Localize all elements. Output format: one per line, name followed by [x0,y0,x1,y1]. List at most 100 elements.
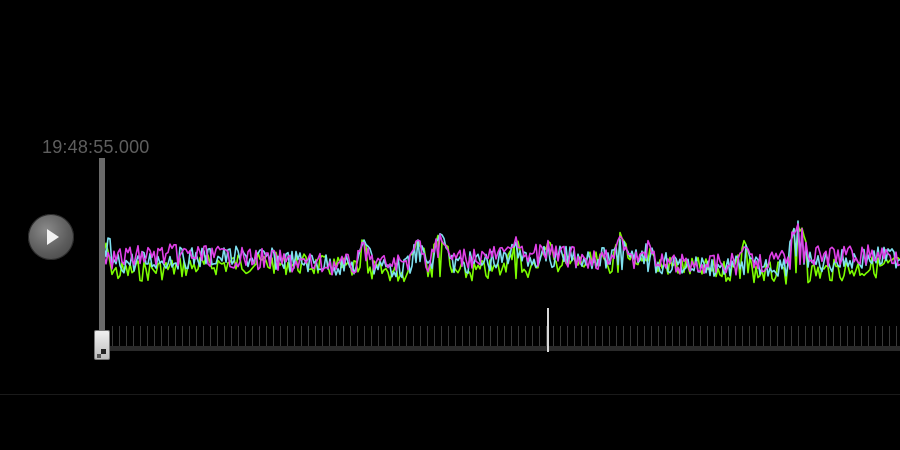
timeline-tick [483,326,484,346]
timeline-tick [287,326,288,346]
timeline-tick [350,326,351,346]
timeline-tick [819,326,820,346]
footer-strip [0,394,900,450]
timeline-tick [413,326,414,346]
timeline-tick [196,326,197,346]
timeline-tick [119,326,120,346]
timeline-baseline [108,346,900,351]
timeline-tick [308,326,309,346]
timeline-tick [364,326,365,346]
timeline-tick [532,326,533,346]
timeline-tick [896,326,897,346]
timeline-tick [231,326,232,346]
timeline-tick [560,326,561,346]
timeline-tick [672,326,673,346]
timeline-tick [854,326,855,346]
signal-viewer: 19:48:55.000 [0,0,900,394]
timeline-tick [784,326,785,346]
timeline-tick [189,326,190,346]
timeline-tick [448,326,449,346]
timeline-tick [294,326,295,346]
timeline-tick [875,326,876,346]
timeline-tick [238,326,239,346]
timeline-tick [651,326,652,346]
timeline-tick [504,326,505,346]
timeline-tick [154,326,155,346]
timeline-tick [420,326,421,346]
timeline-tick [511,326,512,346]
timeline-tick [434,326,435,346]
timeline-tick [140,326,141,346]
timeline-tick [623,326,624,346]
timeline-tick [889,326,890,346]
play-button[interactable] [28,214,74,260]
timeline-tick [497,326,498,346]
timeline-tick [112,326,113,346]
timeline-tick [602,326,603,346]
timeline-tick [336,326,337,346]
timeline-tick [490,326,491,346]
waveform-channel-2 [103,220,900,279]
timeline-tick [175,326,176,346]
timeline-tick [182,326,183,346]
timeline-tick [721,326,722,346]
timeline-tick [749,326,750,346]
timeline-tick [868,326,869,346]
timeline-tick [735,326,736,346]
timeline-tick [329,326,330,346]
timeline-tick [665,326,666,346]
timeline-tick [469,326,470,346]
playhead-handle[interactable] [94,330,110,360]
timeline-marker [547,308,549,352]
timeline-tick [273,326,274,346]
timeline-tick [658,326,659,346]
timeline-tick [252,326,253,346]
timeline-tick [399,326,400,346]
timeline-tick [581,326,582,346]
timeline-tick [406,326,407,346]
timeline-tick [714,326,715,346]
timeline-tick [441,326,442,346]
waveform-channel-3 [103,223,900,276]
timeline-tick [644,326,645,346]
timeline-tick [847,326,848,346]
playhead-line[interactable] [99,158,105,336]
timeline-tick [343,326,344,346]
timeline-tick [763,326,764,346]
timeline-tick [770,326,771,346]
timeline-tick [707,326,708,346]
timeline-tick [630,326,631,346]
timeline-tick [357,326,358,346]
timeline-tick [147,326,148,346]
timeline-tick [546,326,547,346]
timeline-tick [833,326,834,346]
timeline-tick [161,326,162,346]
timeline-tick [203,326,204,346]
timeline-tick [616,326,617,346]
timeline-tick [861,326,862,346]
timeline-tick [882,326,883,346]
timeline-tick [777,326,778,346]
timeline-tick [742,326,743,346]
timeline-tick [126,326,127,346]
timeline-tick [280,326,281,346]
timeline-ruler[interactable] [0,0,900,394]
drag-handle-icon [97,349,106,358]
timeline-tick [427,326,428,346]
timeline-tick [609,326,610,346]
timeline-tick [315,326,316,346]
timeline-tick [728,326,729,346]
current-time-label: 19:48:55.000 [42,137,150,157]
timeline-tick [588,326,589,346]
timeline-tick [133,326,134,346]
waveform-plot [103,220,900,285]
timeline-tick [525,326,526,346]
timeline-tick [259,326,260,346]
timeline-tick [686,326,687,346]
timeline-tick [462,326,463,346]
timeline-tick [378,326,379,346]
timeline-tick [322,326,323,346]
timeline-tick [385,326,386,346]
timeline-tick [567,326,568,346]
timeline-tick [791,326,792,346]
